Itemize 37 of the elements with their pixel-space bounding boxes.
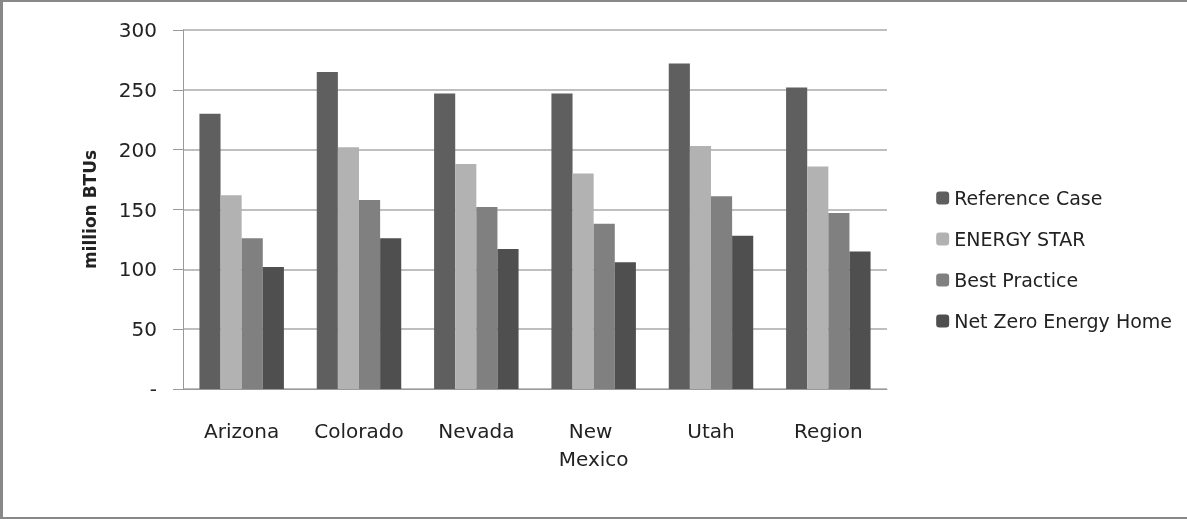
- x-tick-label: Colorado: [314, 419, 404, 443]
- y-tick-label: -: [149, 377, 157, 401]
- bar: [241, 238, 263, 389]
- bar: [434, 93, 456, 389]
- bar: [828, 213, 850, 389]
- bar: [614, 262, 636, 389]
- legend-label: Reference Case: [954, 187, 1103, 209]
- y-axis-title: million BTUs: [79, 149, 100, 270]
- bar: [199, 113, 221, 389]
- x-tick-label: Arizona: [204, 419, 280, 443]
- legend-label: ENERGY STAR: [954, 228, 1086, 250]
- y-tick-label: 100: [118, 257, 157, 282]
- bar: [593, 223, 615, 389]
- bar: [711, 196, 733, 389]
- bar: [551, 93, 573, 389]
- x-tick-label: New Mexico: [558, 419, 629, 471]
- x-tick-label: Region: [794, 419, 863, 443]
- y-tick-label: 50: [131, 317, 157, 342]
- bar: [497, 248, 519, 389]
- legend-label: Best Practice: [954, 269, 1079, 291]
- bar: [316, 71, 338, 389]
- y-tick-label: 300: [118, 18, 157, 42]
- x-tick-label: Utah: [687, 419, 735, 443]
- bar: [262, 266, 284, 389]
- bar: [359, 199, 381, 389]
- bar: [476, 207, 498, 389]
- bar: [380, 238, 402, 389]
- bar: [455, 164, 477, 389]
- x-tick-label: Nevada: [438, 419, 515, 443]
- bar: [732, 235, 754, 389]
- bar: [786, 87, 808, 389]
- y-tick-label: 150: [118, 197, 157, 222]
- bar: [849, 251, 871, 389]
- legend-label: Net Zero Energy Home: [954, 310, 1173, 332]
- y-tick-label: 250: [118, 77, 157, 102]
- bar: [668, 63, 690, 389]
- y-tick-label: 200: [118, 137, 157, 162]
